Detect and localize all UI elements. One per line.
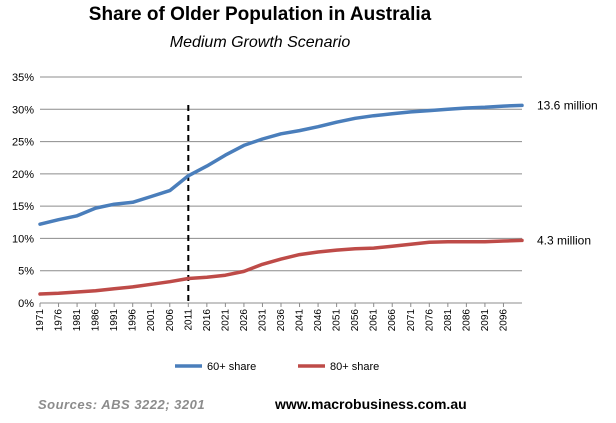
legend-label: 80+ share	[330, 361, 379, 373]
x-tick-label: 2006	[165, 309, 176, 332]
x-tick-label: 2061	[369, 309, 380, 332]
sources-note: Sources: ABS 3222; 3201	[38, 397, 206, 412]
end-label-60-plus: 13.6 million	[537, 98, 598, 112]
end-label-80-plus: 4.3 million	[537, 233, 591, 247]
x-tick-label: 2051	[332, 309, 343, 332]
x-tick-label: 2026	[239, 309, 250, 332]
x-tick-label: 2086	[461, 309, 472, 332]
x-tick-label: 2036	[276, 309, 287, 332]
x-axis-ticks: 1971 1976 1981 1986 1991 1996 2001 2006 2011 2016…	[35, 303, 509, 331]
x-tick-label: 2021	[220, 309, 231, 332]
x-tick-label: 1986	[91, 309, 102, 332]
website-link[interactable]: www.macrobusiness.com.au	[275, 396, 467, 412]
x-tick-label: 2031	[257, 309, 268, 332]
legend: 60+ share 80+ share	[175, 361, 379, 373]
grid-layer	[40, 76, 522, 272]
x-tick-label: 2071	[406, 309, 417, 332]
x-tick-label: 2001	[146, 309, 157, 332]
series-layer	[38, 103, 524, 296]
legend-label: 60+ share	[207, 361, 256, 373]
y-tick-label: 10%	[12, 233, 34, 245]
y-tick-label: 5%	[18, 266, 34, 278]
x-tick-label: 2016	[202, 309, 213, 332]
x-tick-label: 2081	[443, 309, 454, 332]
x-tick-label: 2091	[480, 309, 491, 332]
y-tick-label: 25%	[12, 137, 34, 149]
x-tick-label: 1971	[35, 309, 46, 332]
x-tick-label: 2011	[183, 309, 194, 331]
x-tick-label: 1996	[128, 309, 139, 332]
x-tick-label: 2096	[498, 309, 509, 332]
end-label-layer: 13.6 million 4.3 million	[537, 98, 598, 247]
y-axis-ticks: 0% 5% 10% 15% 20% 25% 30% 35%	[12, 72, 34, 310]
x-tick-label: 1991	[109, 309, 120, 332]
series-line-60-plus	[38, 103, 524, 226]
x-tick-label: 2041	[295, 309, 306, 332]
chart-subtitle: Medium Growth Scenario	[169, 34, 351, 51]
x-tick-label: 2056	[350, 309, 361, 332]
y-tick-label: 15%	[12, 201, 34, 213]
x-tick-label: 2076	[424, 309, 435, 332]
series-line-80-plus	[38, 238, 524, 296]
chart-title: Share of Older Population in Australia	[88, 4, 432, 25]
y-tick-label: 30%	[12, 104, 34, 116]
y-tick-label: 0%	[18, 298, 34, 310]
y-tick-label: 35%	[12, 72, 34, 84]
y-tick-label: 20%	[12, 169, 34, 181]
x-tick-label: 2066	[387, 309, 398, 332]
x-tick-label: 1976	[54, 309, 65, 332]
x-tick-label: 2046	[313, 309, 324, 332]
x-tick-label: 1981	[72, 309, 83, 332]
